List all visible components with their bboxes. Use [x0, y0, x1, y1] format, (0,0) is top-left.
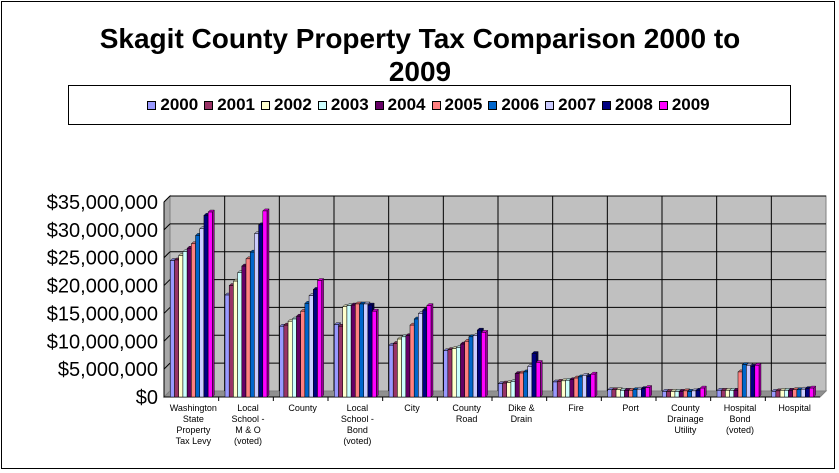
bar [371, 308, 379, 398]
bar [754, 362, 762, 398]
legend-swatch [488, 100, 498, 110]
y-tick-label: $15,000,000 [47, 303, 158, 325]
bar [590, 371, 598, 398]
legend-swatch [261, 100, 271, 110]
y-tick-label: $0 [136, 387, 158, 409]
x-tick-label: Hospital Bond (voted) [724, 403, 757, 435]
bar [644, 385, 653, 398]
legend-item-2001: 2001 [204, 95, 255, 115]
legend-label: 2003 [330, 95, 369, 114]
x-tick-label: Washington State Property Tax Levy [170, 403, 217, 446]
legend-label: 2002 [274, 95, 312, 114]
legend-item-2009: 2009 [658, 95, 710, 115]
legend-swatch [601, 100, 611, 110]
bar [262, 208, 270, 398]
x-tick-label: Local School -Bond (voted) [341, 403, 374, 446]
legend-item-2008: 2008 [601, 95, 653, 115]
gridline-diag [163, 362, 171, 370]
legend-label: 2004 [387, 95, 426, 114]
legend-swatch [545, 100, 555, 110]
legend-swatch [317, 100, 327, 110]
bar [535, 359, 543, 398]
y-tick-label: $5,000,000 [58, 359, 158, 381]
chart-legend: 2000 2001 2002 2003 2004 2005 2006 2007 2008 2009 [68, 85, 791, 125]
gridline-diag [163, 279, 171, 286]
y-tick-label: $10,000,000 [47, 331, 158, 353]
bar [426, 303, 434, 398]
x-tick-label: Dike & Drain [508, 403, 535, 424]
y-tick-label: $35,000,000 [47, 192, 158, 214]
legend-label: 2000 [160, 95, 199, 114]
bar [480, 329, 489, 398]
gridline-diag [163, 307, 171, 314]
x-tick-label: County [288, 403, 317, 413]
x-tick-label: County Drainage Utility [667, 403, 704, 435]
x-tick-label: Local School -M & O (voted) [231, 403, 264, 446]
x-tick-label: County Road [452, 403, 481, 424]
x-tick-label: Hospital [778, 403, 811, 413]
bar [207, 209, 215, 398]
bar [808, 385, 817, 398]
y-tick-label: $20,000,000 [47, 276, 158, 298]
y-tick-label: $30,000,000 [47, 220, 158, 242]
bar [699, 385, 707, 398]
legend-item-2004: 2004 [374, 95, 426, 115]
legend-label: 2001 [217, 95, 256, 114]
legend-label: 2008 [614, 95, 653, 114]
legend-item-2003: 2003 [317, 95, 369, 115]
legend-item-2005: 2005 [431, 95, 483, 115]
gridline-diag [163, 251, 171, 259]
legend-label: 2006 [501, 95, 540, 114]
legend-item-2002: 2002 [261, 95, 312, 115]
legend-item-2007: 2007 [545, 95, 596, 115]
bar [316, 278, 325, 398]
legend-label: 2009 [671, 95, 710, 114]
legend-swatch [374, 100, 384, 110]
legend-swatch [658, 100, 668, 110]
legend-label: 2005 [444, 95, 483, 114]
legend-label: 2007 [558, 95, 596, 114]
y-tick-label: $25,000,000 [47, 248, 158, 270]
legend-swatch [204, 100, 214, 110]
gridline-diag [163, 334, 171, 342]
legend-swatch [147, 100, 157, 110]
legend-item-2006: 2006 [488, 95, 539, 115]
x-tick-label: Port [622, 403, 639, 413]
gridline-diag [163, 195, 171, 203]
x-tick-label: Fire [568, 403, 584, 413]
side-wall [163, 194, 171, 399]
gridline-diag [163, 223, 171, 231]
chart-title: Skagit County Property Tax Comparison 20… [99, 23, 741, 87]
legend-swatch [431, 100, 441, 110]
legend-item-2000: 2000 [147, 95, 198, 115]
x-tick-label: City [404, 403, 420, 413]
